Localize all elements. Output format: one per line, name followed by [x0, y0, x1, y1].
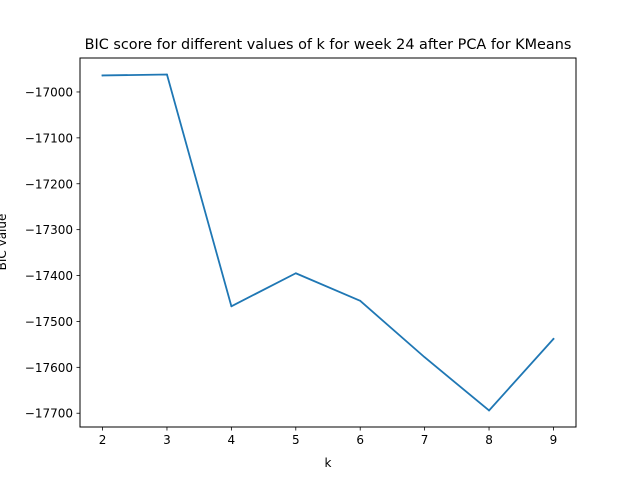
y-tick-label: −17100: [25, 131, 73, 145]
data-point: [359, 299, 362, 302]
y-tick-label: −17700: [25, 407, 73, 421]
x-tick-label: 5: [292, 433, 300, 447]
x-tick-label: 3: [163, 433, 171, 447]
data-point: [101, 74, 104, 77]
axes-frame: [79, 57, 577, 428]
y-tick-label: −17500: [25, 315, 73, 329]
data-point: [166, 73, 168, 76]
plot-area: [79, 57, 577, 428]
x-tick-label: 2: [99, 433, 107, 447]
data-point: [552, 337, 555, 340]
x-tick-label: 8: [485, 433, 493, 447]
data-point: [230, 305, 233, 308]
y-tick-label: −17400: [25, 269, 73, 283]
x-tick-label: 6: [356, 433, 364, 447]
y-tick-label: −17200: [25, 177, 73, 191]
chart-title: BIC score for different values of k for …: [85, 37, 572, 53]
bic-series-line: [101, 73, 555, 412]
data-point: [488, 409, 490, 412]
y-tick-label: −17300: [25, 223, 73, 237]
x-tick-label: 7: [421, 433, 429, 447]
x-axis-ticks: 2 3 4 5 6 7 8 9: [99, 427, 558, 447]
y-axis-ticks: −17000 −17100 −17200 −17300 −17400 −17500 −176…: [25, 85, 80, 421]
y-tick-label: −17000: [25, 85, 73, 99]
x-tick-label: 4: [228, 433, 236, 447]
x-axis-label: k: [325, 456, 332, 470]
data-point: [294, 272, 297, 275]
y-tick-label: −17600: [25, 361, 73, 375]
y-axis-label: BIC value: [0, 214, 9, 271]
x-tick-label: 9: [550, 433, 558, 447]
data-point: [423, 356, 426, 359]
series-layer: [101, 73, 555, 412]
